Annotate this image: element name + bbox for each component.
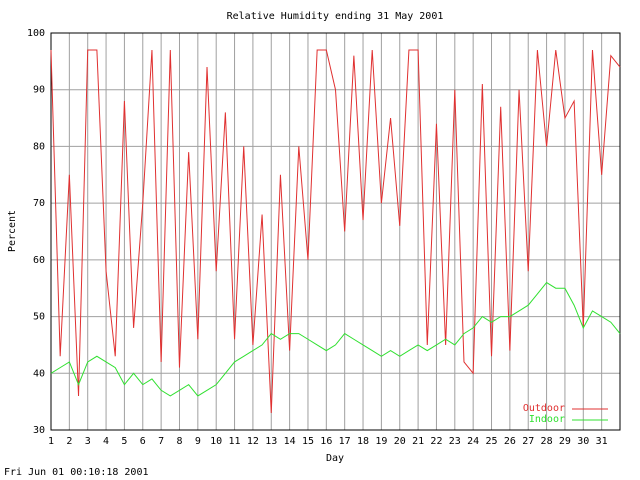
x-tick-label: 19 [375, 436, 387, 447]
x-tick-label: 4 [103, 436, 109, 447]
x-tick-label: 20 [394, 436, 406, 447]
data-line [50, 281, 621, 397]
x-tick-label: 9 [195, 436, 201, 447]
x-tick-label: 3 [85, 436, 91, 447]
y-tick-label: 100 [27, 28, 45, 39]
y-tick-label: 90 [33, 85, 45, 96]
x-tick-label: 24 [467, 436, 479, 447]
x-tick-label: 26 [504, 436, 516, 447]
x-tick-label: 31 [596, 436, 608, 447]
legend-label: Indoor [529, 414, 565, 425]
x-tick-label: 22 [430, 436, 442, 447]
x-tick-label: 21 [412, 436, 424, 447]
x-tick-label: 23 [449, 436, 461, 447]
chart-title: Relative Humidity ending 31 May 2001 [227, 11, 444, 22]
x-tick-label: 29 [559, 436, 571, 447]
y-tick-label: 70 [33, 198, 45, 209]
x-axis-label: Day [326, 453, 344, 464]
x-tick-label: 10 [210, 436, 222, 447]
x-tick-label: 13 [265, 436, 277, 447]
y-tick-label: 30 [33, 425, 45, 436]
x-tick-label: 17 [339, 436, 351, 447]
x-tick-label: 8 [176, 436, 182, 447]
y-tick-label: 40 [33, 368, 45, 379]
data-line [50, 49, 621, 414]
x-tick-label: 28 [541, 436, 553, 447]
y-axis-label: Percent [7, 210, 18, 252]
plot-frame [50, 32, 621, 431]
footer: Fri Jun 01 00:10:18 2001 [4, 467, 149, 478]
x-tick-label: 18 [357, 436, 369, 447]
x-tick-label: 5 [121, 436, 127, 447]
x-tick-label: 7 [158, 436, 164, 447]
x-tick-label: 2 [66, 436, 72, 447]
x-tick-label: 30 [577, 436, 589, 447]
x-tick-label: 1 [48, 436, 54, 447]
x-tick-label: 25 [485, 436, 497, 447]
x-tick-label: 27 [522, 436, 534, 447]
x-tick-label: 15 [302, 436, 314, 447]
x-tick-label: 16 [320, 436, 332, 447]
legend-label: Outdoor [523, 403, 565, 414]
x-tick-label: 12 [247, 436, 259, 447]
x-tick-label: 6 [140, 436, 146, 447]
x-tick-label: 14 [284, 436, 296, 447]
y-tick-label: 60 [33, 255, 45, 266]
y-tick-label: 50 [33, 312, 45, 323]
y-tick-label: 80 [33, 141, 45, 152]
x-tick-label: 11 [229, 436, 241, 447]
